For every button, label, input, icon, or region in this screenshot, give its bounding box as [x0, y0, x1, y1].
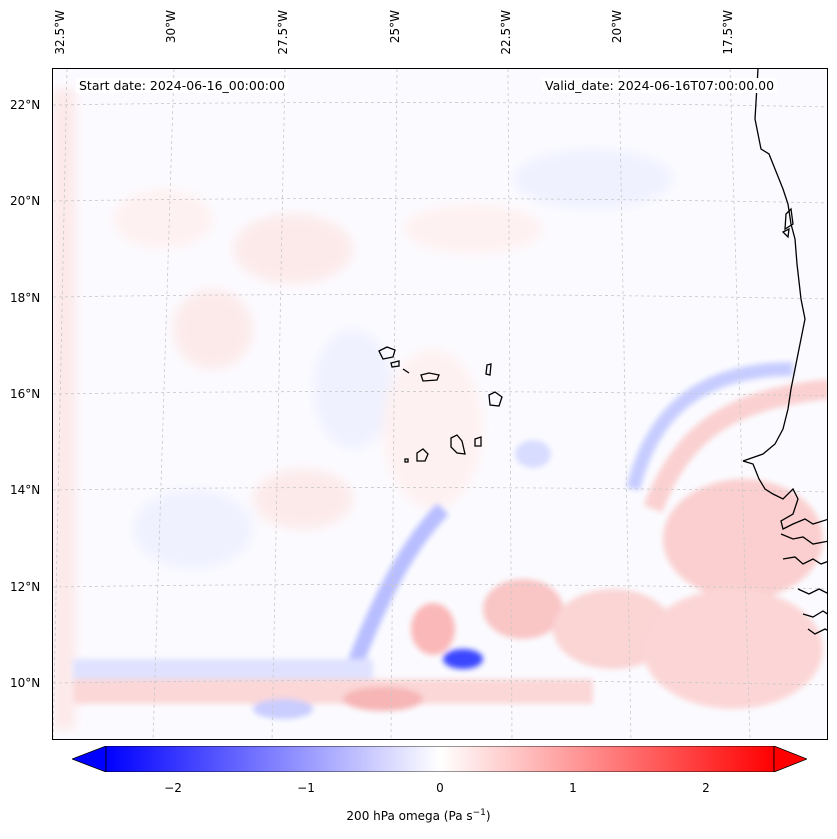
- colorbar-tick-neg2: −2: [164, 781, 182, 795]
- lon-label-17-5w: 17.5°W: [721, 10, 735, 55]
- lon-label-20w: 20°W: [610, 10, 624, 44]
- omega-map[interactable]: [52, 68, 828, 740]
- lon-label-32-5w: 32.5°W: [53, 10, 67, 55]
- colorbar-tick-neg1: −1: [297, 781, 315, 795]
- start-date-label: Start date: 2024-06-16_00:00:00: [76, 78, 288, 93]
- lat-label-20n: 20°N: [10, 194, 41, 208]
- lat-label-10n: 10°N: [10, 676, 41, 690]
- map-field: [53, 69, 827, 739]
- colorbar-tick-0: 0: [436, 781, 444, 795]
- colorbar-label: 200 hPa omega (Pa s−1): [0, 808, 837, 823]
- colorbar: [72, 746, 807, 772]
- lon-label-25w: 25°W: [388, 10, 402, 44]
- lon-label-22-5w: 22.5°W: [499, 10, 513, 55]
- lon-label-30w: 30°W: [164, 10, 178, 44]
- lat-label-18n: 18°N: [10, 291, 41, 305]
- colorbar-label-exponent: −1: [472, 808, 486, 818]
- lat-label-16n: 16°N: [10, 387, 41, 401]
- colorbar-label-close: ): [485, 809, 491, 823]
- lat-label-14n: 14°N: [10, 483, 41, 497]
- valid-date-label: Valid_date: 2024-06-16T07:00:00.00: [542, 78, 778, 93]
- colorbar-label-text: 200 hPa omega (Pa s: [346, 809, 473, 823]
- lat-label-22n: 22°N: [10, 98, 41, 112]
- colorbar-tick-1: 1: [569, 781, 577, 795]
- lat-label-12n: 12°N: [10, 580, 41, 594]
- colorbar-tick-2: 2: [702, 781, 710, 795]
- lon-label-27-5w: 27.5°W: [276, 10, 290, 55]
